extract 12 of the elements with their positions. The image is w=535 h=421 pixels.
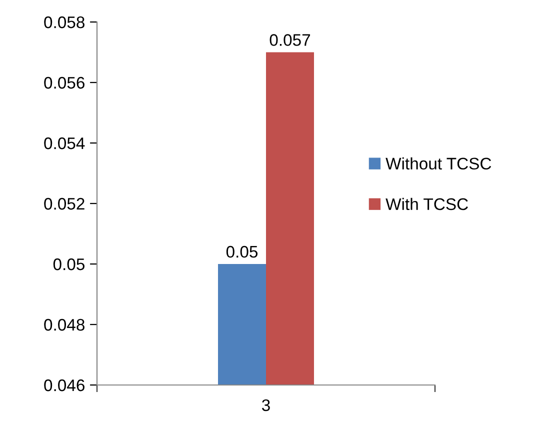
y-tick-label: 0.058 xyxy=(44,16,84,28)
y-tick-label: 0.054 xyxy=(44,137,85,150)
legend-label: With TCSC xyxy=(386,198,468,210)
data-label: 0.057 xyxy=(270,34,310,46)
data-label: 0.05 xyxy=(226,246,258,258)
y-tick-label: 0.046 xyxy=(44,379,84,392)
y-tick-label: 0.056 xyxy=(44,76,84,89)
legend-label: Without TCSC xyxy=(386,157,492,170)
x-tick-label: 3 xyxy=(262,399,270,412)
y-tick-label: 0.048 xyxy=(44,318,84,331)
y-tick-label: 0.052 xyxy=(44,198,84,210)
y-tick-label: 0.05 xyxy=(53,258,84,270)
